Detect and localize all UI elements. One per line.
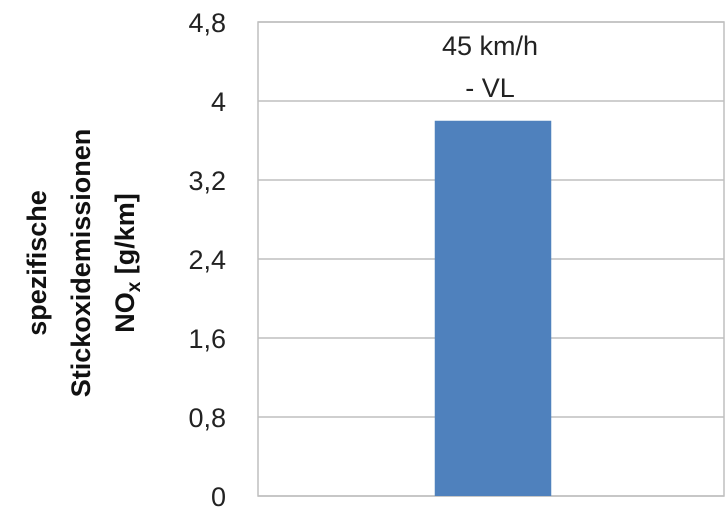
bar-label-line-1: 45 km/h [442,31,538,61]
y-axis-title: spezifische Stickoxidemissionen NOx [g/k… [22,129,145,398]
bar-labels: 45 km/h - VL [442,31,538,103]
y-axis-title-line-2: Stickoxidemissionen [66,129,96,398]
y-tick-label-2: 1,6 [188,324,226,354]
bar-label-line-2: - VL [465,73,515,103]
y-tick-label-0: 0 [211,482,226,512]
y-axis-title-no: NO [110,292,140,333]
y-axis-title-line-1: spezifische [22,190,52,336]
y-tick-label-6: 4,8 [188,8,226,38]
y-tick-label-1: 0,8 [188,403,226,433]
y-axis-title-subscript: x [124,281,145,292]
y-tick-labels: 0 0,8 1,6 2,4 3,2 4 4,8 [188,8,226,512]
y-axis-title-unit: [g/km] [110,193,140,282]
y-tick-label-3: 2,4 [188,245,226,275]
bars [434,120,552,496]
bar-0 [434,120,552,496]
y-tick-label-5: 4 [211,87,226,117]
y-tick-label-4: 3,2 [188,166,226,196]
y-axis-title-line-3: NOx [g/km] [110,193,145,333]
